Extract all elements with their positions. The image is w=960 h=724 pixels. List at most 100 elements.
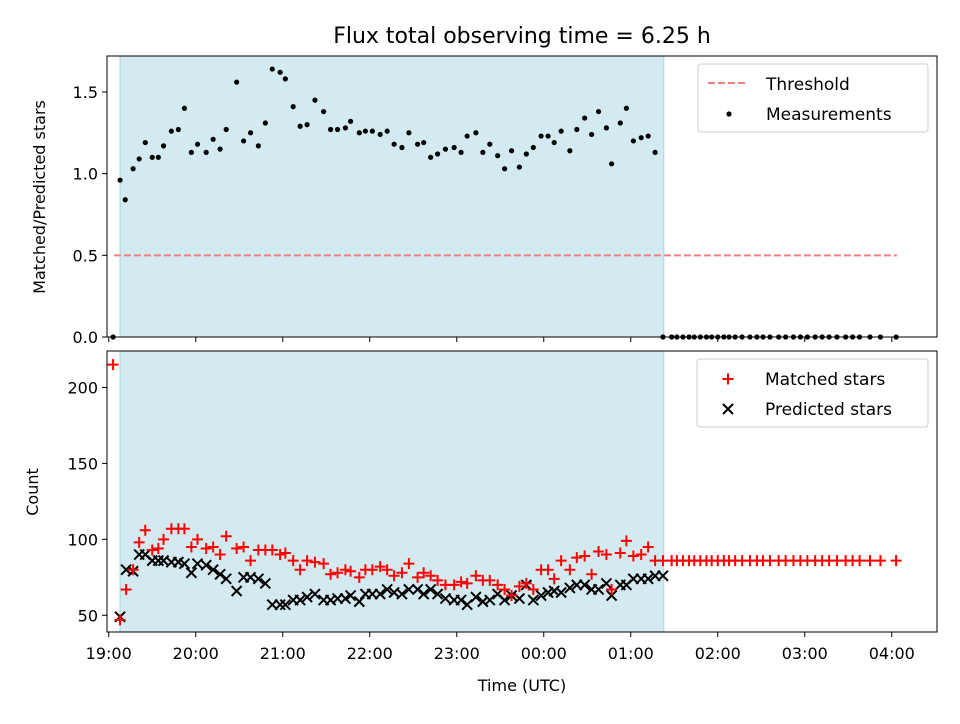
measurement-point [480,149,486,155]
measurement-point [464,133,470,139]
matched-star-point [484,574,496,586]
measurement-point [234,79,240,85]
measurement-point [290,104,296,110]
measurement-point [130,166,136,172]
matched-star-point [133,536,145,548]
measurement-point [652,149,658,155]
ratio-panel: 0.0 0.5 1.0 1.5 Threshold Measurements [73,55,938,347]
predicted-star-point [439,592,452,605]
measurement-point [188,149,194,155]
matched-star-point [548,573,560,585]
matched-star-point [506,590,518,602]
measurement-point [142,139,148,146]
matched-star-point [279,547,291,559]
measurement-point [630,138,636,144]
matched-star-point [245,555,257,567]
measurement-point [217,146,223,152]
measurement-point [582,115,588,121]
predicted-star-point [498,594,511,606]
measurement-point [609,161,615,167]
measurement-point [516,164,522,170]
matched-star-point [287,555,299,567]
measurement-point [523,151,529,157]
measurement-point [269,66,275,72]
predicted-star-point [344,589,357,602]
x-tick-label: 22:00 [347,644,393,663]
matched-star-point [396,567,408,579]
matched-star-point [642,541,654,553]
matched-star-point [586,568,598,580]
matched-star-point [207,541,219,553]
matched-star-point [571,552,583,564]
matched-star-point [461,577,473,589]
predicted-star-point [339,592,352,605]
matched-star-point [114,614,126,626]
legend-label: Matched stars [765,370,885,390]
predicted-star-point [214,568,226,580]
matched-star-point [345,565,357,577]
measurement-point [210,136,216,142]
x-tick-label: 01:00 [608,644,654,663]
predicted-star-point [207,564,219,576]
measurement-point [247,130,254,136]
measurement-point [240,138,247,144]
observing-window-band [120,56,664,337]
measurement-point [277,69,283,75]
predicted-star-point [374,588,386,600]
x-tick-label: 04:00 [869,644,915,663]
measurement-point [458,149,464,155]
measurement-point [487,141,493,147]
measurement-point [617,120,623,126]
matched-star-point [301,555,313,567]
axes-frame [106,55,938,338]
matched-star-point [294,564,306,576]
matched-star-point [890,555,902,567]
predicted-star-point [403,583,415,596]
matched-star-point [274,549,286,561]
matched-star-point [332,567,344,579]
matched-star-point [555,555,567,567]
matched-star-point [455,576,467,588]
measurement-point [321,108,327,115]
matched-star-point [579,550,591,562]
matched-star-point [470,570,482,582]
measurement-point [262,120,268,126]
predicted-star-point [657,570,669,582]
predicted-star-point [381,583,393,596]
predicted-star-point [555,586,567,599]
x-tick-label: 03:00 [782,644,828,663]
measurement-point [297,123,303,129]
matched-star-point [381,564,393,576]
x-tick-label: 21:00 [260,644,306,663]
matched-star-point [152,542,164,554]
bottom-y-axis-label: Count [23,468,42,516]
measurement-point [362,128,368,134]
predicted-star-point [279,598,292,611]
measurement-point [194,141,201,147]
predicted-star-point [431,588,444,600]
legend-label: Predicted stars [765,400,892,420]
measurement-point [595,108,602,115]
matched-star-point [220,530,232,542]
matched-star-point [513,580,525,592]
predicted-star-point [294,594,306,606]
matched-star-point [403,558,415,570]
matched-star-point [178,523,190,535]
matched-star-point [158,533,170,545]
measurement-point [175,126,181,133]
predicted-star-point [535,589,547,602]
top-y-axis-label: Matched/Predicted stars [30,100,49,294]
measurement-point [551,139,557,146]
matched-star-point [564,564,576,576]
measurement-point [327,126,334,133]
x-tick-label: 23:00 [434,644,480,663]
measurement-point [406,130,412,136]
measurement-point [574,126,580,133]
predicted-star-point [274,598,286,611]
measurement-point [342,125,348,131]
predicted-star-point [252,573,265,585]
predicted-star-point [152,554,165,567]
measurement-point [155,154,161,160]
measurement-point [312,97,318,103]
